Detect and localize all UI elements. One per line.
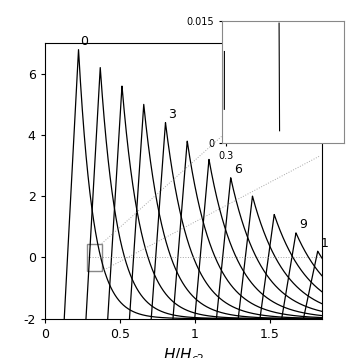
- Text: 9: 9: [299, 218, 307, 231]
- Text: 6: 6: [234, 163, 242, 176]
- X-axis label: $H/H_{c2}$: $H/H_{c2}$: [163, 346, 204, 358]
- Text: 1: 1: [321, 237, 329, 250]
- Bar: [87, 243, 102, 271]
- Text: 3: 3: [169, 108, 176, 121]
- Text: 0: 0: [80, 35, 88, 48]
